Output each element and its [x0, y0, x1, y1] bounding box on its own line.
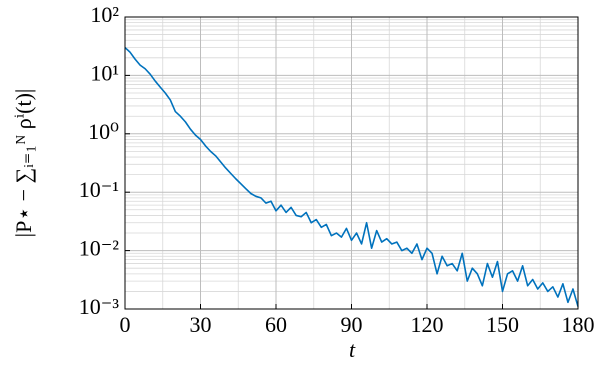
x-tick-label: 0 [120, 312, 131, 337]
y-tick-label: 10¹ [90, 60, 119, 85]
y-tick-label: 10⁰ [88, 119, 119, 144]
y-tick-label: 10² [90, 2, 119, 27]
x-tick-label: 120 [411, 312, 444, 337]
y-tick-label: 10⁻¹ [79, 177, 119, 202]
x-tick-label: 90 [341, 312, 363, 337]
x-tick-label: 30 [190, 312, 212, 337]
y-tick-label: 10⁻² [79, 236, 120, 261]
x-tick-label: 180 [562, 312, 595, 337]
x-tick-label: 60 [265, 312, 287, 337]
x-tick-label: 150 [486, 312, 519, 337]
y-tick-label: 10⁻³ [79, 294, 120, 319]
y-axis-label: |P⋆ − ∑ᵢ₌₁ᴺ ρⁱ(t)| [11, 89, 36, 238]
plot-frame [124, 16, 579, 310]
x-axis-label: t [349, 337, 356, 362]
data-line [124, 46, 579, 307]
